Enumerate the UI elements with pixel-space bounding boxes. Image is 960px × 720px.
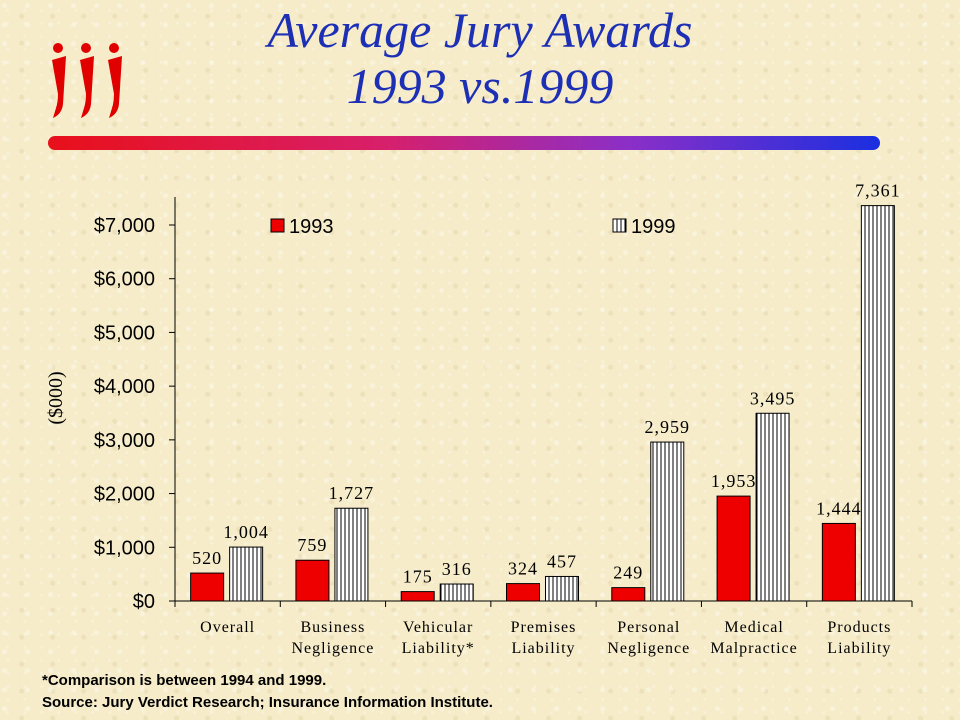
x-tick-label: Liability [827, 640, 891, 657]
legend-swatch-1993 [270, 218, 285, 233]
data-label-1999: 2,959 [645, 417, 691, 437]
data-label-1999: 3,495 [750, 388, 796, 408]
footnote-comparison: *Comparison is between 1994 and 1999. [42, 672, 327, 689]
y-axis: $0 $1,000 $2,000 $3,000 $4,000 $5,000 $6,000 $7… [94, 197, 176, 613]
legend-swatch-1999 [612, 218, 627, 233]
legend: 1993 1999 [270, 216, 676, 238]
x-tick-label: Negligence [291, 640, 374, 657]
data-label-1993: 1,444 [816, 498, 862, 518]
x-tick-label: Products [827, 619, 891, 636]
bar-1999 [334, 507, 369, 602]
x-tick-label: Personal [617, 619, 680, 636]
bar-1999 [229, 546, 264, 602]
x-tick-label: Medical [724, 619, 783, 636]
data-label-1999: 316 [442, 559, 472, 579]
data-label-1999: 1,727 [329, 483, 375, 503]
data-label-1993: 249 [613, 563, 643, 583]
data-label-1999: 1,004 [223, 522, 269, 542]
data-label-1993: 759 [297, 535, 327, 555]
data-label-1993: 324 [508, 559, 538, 579]
x-tick-label: Overall [200, 619, 255, 636]
y-tick-label: $5,000 [94, 322, 155, 344]
bar-1999 [439, 583, 474, 602]
y-tick-label: $2,000 [94, 484, 155, 506]
y-tick-label: $1,000 [94, 537, 155, 559]
footnote-source: Source: Jury Verdict Research; Insurance… [42, 694, 493, 711]
data-label-1993: 175 [403, 567, 433, 587]
x-tick-label: Negligence [607, 640, 690, 657]
y-tick-label: $3,000 [94, 430, 155, 452]
bar-1993 [190, 572, 225, 602]
bar-1993 [295, 559, 330, 602]
title-line-2: 1993 vs.1999 [346, 58, 614, 114]
x-tick-label: Business [300, 619, 365, 636]
data-label-1993: 1,953 [711, 471, 757, 491]
legend-label-1993: 1993 [289, 216, 334, 238]
y-tick-label: $6,000 [94, 269, 155, 291]
x-tick-label: Liability* [402, 640, 475, 657]
bar-1999 [545, 575, 579, 602]
x-tick-label: Vehicular [403, 619, 473, 636]
x-tick-label: Premises [511, 619, 577, 636]
legend-label-1999: 1999 [631, 216, 676, 238]
y-tick-label: $4,000 [94, 376, 155, 398]
y-tick-label: $0 [133, 591, 155, 613]
title-underline-gradient [48, 136, 880, 150]
bar-1999 [755, 412, 790, 602]
bar-1993 [716, 495, 751, 602]
y-axis-label: ($000) [45, 371, 67, 424]
x-tick-label: Malpractice [710, 640, 797, 657]
data-label-1993: 520 [192, 548, 222, 568]
bar-1993 [506, 583, 540, 602]
data-label-1999: 7,361 [855, 181, 901, 201]
data-label-1999: 457 [547, 551, 577, 571]
bar-1999 [650, 441, 685, 602]
x-axis: Overall Business Negligence Vehicular Liabil… [174, 600, 913, 657]
bar-1993 [400, 591, 435, 602]
y-tick-label: $7,000 [94, 215, 155, 237]
bar-1999 [860, 205, 895, 602]
bar-1993 [821, 522, 856, 602]
chart-title: Average Jury Awards 1993 vs.1999 [150, 2, 810, 114]
x-tick-label: Liability [511, 640, 575, 657]
bar-1993 [611, 587, 646, 602]
title-line-1: Average Jury Awards [267, 2, 693, 58]
